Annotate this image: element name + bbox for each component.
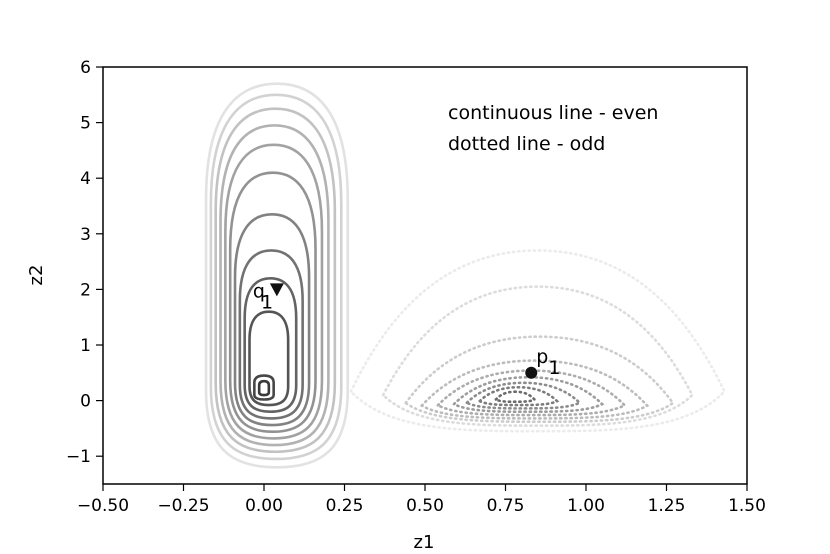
- solid-contour-line: [214, 107, 337, 454]
- x-tick-label: −0.25: [157, 496, 209, 516]
- dotted-contour-line: [381, 285, 694, 427]
- annotation-line-2: dotted line - odd: [448, 133, 605, 155]
- solid-contour-line: [209, 93, 343, 461]
- point-q1-label: q1: [253, 280, 273, 313]
- solid-contour-line: [204, 82, 350, 469]
- x-axis-ticks: −0.50 −0.25 0.00 0.25 0.50 0.75 1.00 1.25 1.50: [77, 484, 766, 516]
- y-tick-label: 3: [80, 225, 91, 245]
- solid-contour-line: [253, 374, 275, 401]
- solid-contour-line: [228, 171, 317, 434]
- solid-contour-line: [219, 124, 330, 447]
- y-tick-label: 2: [80, 280, 91, 300]
- dotted-contour-line: [451, 375, 605, 414]
- dotted-contour-line: [493, 390, 537, 404]
- x-tick-label: 1.25: [648, 496, 686, 516]
- solid-contour-line: [233, 213, 311, 427]
- solid-contour-line: [257, 379, 271, 397]
- y-tick-label: 0: [80, 392, 91, 412]
- point-p1-marker: [525, 366, 538, 379]
- y-tick-label: 1: [80, 336, 91, 356]
- dotted-contour-group: [349, 249, 727, 433]
- x-tick-label: 0.50: [406, 496, 444, 516]
- solid-contour-line: [243, 276, 298, 414]
- dotted-contour-line: [403, 335, 675, 424]
- x-tick-label: 1.00: [567, 496, 605, 516]
- plot-area-frame: [102, 66, 748, 485]
- dotted-contour-line: [419, 359, 650, 420]
- solid-contour-line: [248, 310, 290, 407]
- y-axis-ticks: −1 0 1 2 3 4 5 6: [66, 58, 103, 467]
- y-tick-label: 6: [80, 58, 91, 78]
- dotted-contour-line: [464, 381, 582, 410]
- marked-points-group: q1 p1: [253, 280, 560, 379]
- x-tick-label: 1.50: [728, 496, 766, 516]
- solid-contour-group: [204, 82, 350, 469]
- dotted-contour-line: [435, 369, 627, 417]
- point-q1-marker: [269, 283, 284, 297]
- y-tick-label: −1: [66, 447, 91, 467]
- solid-contour-line: [238, 249, 304, 420]
- x-tick-label: 0.25: [326, 496, 364, 516]
- x-tick-label: −0.50: [77, 496, 129, 516]
- solid-contour-line: [224, 143, 324, 440]
- point-p1-label: p1: [536, 346, 560, 379]
- y-tick-label: 4: [80, 169, 91, 189]
- y-tick-label: 5: [80, 114, 91, 134]
- x-tick-label: 0.00: [245, 496, 283, 516]
- annotation-line-1: continuous line - even: [448, 102, 658, 124]
- x-axis-label: z1: [414, 532, 435, 553]
- x-tick-label: 0.75: [487, 496, 525, 516]
- y-axis-label: z2: [26, 265, 47, 286]
- dotted-contour-line: [477, 385, 560, 407]
